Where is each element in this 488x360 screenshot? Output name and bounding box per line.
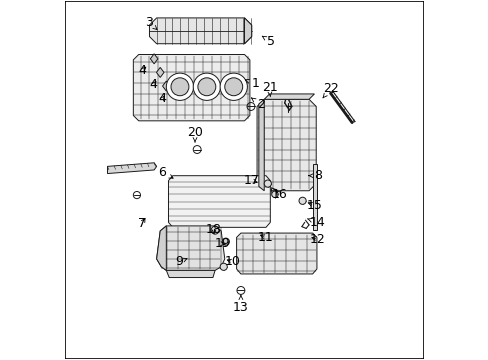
Text: 2: 2: [251, 98, 264, 111]
Text: 7: 7: [138, 216, 146, 230]
Text: 14: 14: [307, 216, 325, 229]
Polygon shape: [150, 54, 158, 64]
Text: 6: 6: [158, 166, 173, 179]
Polygon shape: [107, 163, 156, 174]
Polygon shape: [156, 226, 224, 270]
Circle shape: [222, 238, 229, 245]
Circle shape: [220, 73, 247, 100]
Circle shape: [298, 197, 305, 204]
Text: 15: 15: [306, 199, 322, 212]
Circle shape: [224, 78, 242, 96]
Polygon shape: [156, 67, 163, 77]
Text: 9: 9: [175, 255, 186, 268]
Circle shape: [271, 191, 278, 198]
Circle shape: [220, 263, 227, 270]
Text: 10: 10: [224, 255, 241, 268]
Circle shape: [198, 78, 215, 96]
Text: 16: 16: [271, 188, 287, 201]
Polygon shape: [236, 233, 316, 274]
Text: 21: 21: [261, 81, 277, 97]
Polygon shape: [162, 81, 170, 91]
Text: 5: 5: [262, 35, 275, 49]
Text: 22: 22: [322, 82, 338, 98]
Circle shape: [264, 180, 271, 187]
Text: 4: 4: [159, 92, 166, 105]
Polygon shape: [244, 18, 251, 44]
Circle shape: [193, 73, 220, 100]
Polygon shape: [168, 176, 270, 227]
Text: 4: 4: [149, 78, 157, 91]
Polygon shape: [257, 99, 316, 191]
Circle shape: [171, 78, 188, 96]
Text: 19: 19: [214, 237, 230, 250]
Polygon shape: [149, 18, 251, 44]
Text: 13: 13: [233, 295, 248, 314]
Polygon shape: [313, 164, 316, 230]
Polygon shape: [166, 270, 215, 278]
Text: 17: 17: [243, 174, 259, 187]
Polygon shape: [133, 54, 249, 121]
Text: 3: 3: [145, 17, 157, 30]
Text: 8: 8: [308, 169, 322, 182]
Text: 20: 20: [187, 126, 203, 142]
Text: 11: 11: [258, 231, 273, 244]
Text: 1: 1: [245, 77, 259, 90]
Polygon shape: [264, 94, 314, 99]
Polygon shape: [258, 99, 264, 191]
Circle shape: [166, 73, 193, 100]
Polygon shape: [156, 226, 166, 270]
Text: 18: 18: [205, 223, 222, 236]
Text: 12: 12: [309, 233, 325, 246]
Text: 4: 4: [138, 64, 146, 77]
